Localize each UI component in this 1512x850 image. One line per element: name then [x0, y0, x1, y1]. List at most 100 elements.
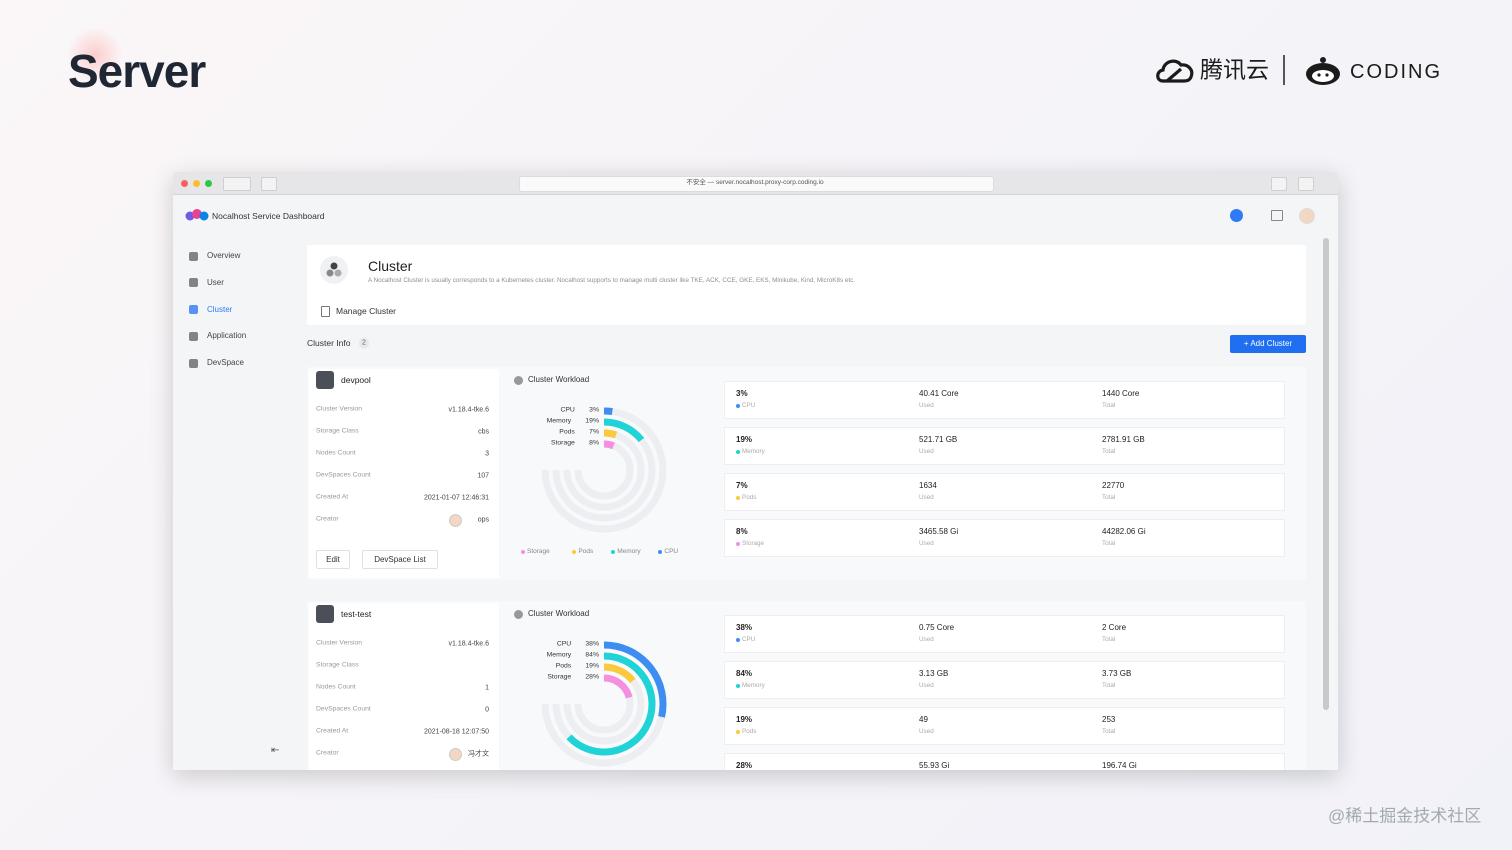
sidebar-toggle[interactable]	[261, 177, 277, 191]
stat-total: 253	[1102, 715, 1116, 724]
stat-dot	[736, 684, 740, 688]
minimize-dot[interactable]	[193, 180, 200, 187]
stat-percent: 3%	[736, 389, 748, 398]
ring-name: Pods	[559, 428, 575, 436]
stat-name: CPU	[742, 635, 756, 643]
stat-percent: 19%	[736, 435, 753, 444]
nav-buttons[interactable]	[223, 177, 251, 191]
stat-used: 0.75 Core	[919, 623, 955, 632]
cluster-button-label[interactable]: Edit	[326, 555, 340, 564]
ring-name: Storage	[547, 673, 572, 681]
nav-icon[interactable]	[189, 278, 198, 288]
collapse-sidebar[interactable]: ⇤	[271, 745, 280, 756]
ring-percent: 19%	[585, 662, 599, 670]
nav-item[interactable]: Cluster	[207, 304, 233, 314]
scrollbar[interactable]	[1323, 238, 1329, 710]
field-label: DevSpaces Count	[316, 471, 371, 479]
share-button[interactable]	[1271, 177, 1287, 191]
nav-item[interactable]: Application	[207, 331, 247, 341]
stat-total-label: Total	[1102, 401, 1116, 409]
stat-card	[724, 661, 1285, 699]
stat-dot	[736, 638, 740, 642]
stat-used-label: Used	[919, 493, 934, 501]
stat-percent: 84%	[736, 669, 753, 678]
header-card	[307, 245, 1306, 325]
cluster-name: devpool	[341, 374, 371, 385]
field-value: ops	[477, 516, 489, 524]
field-label: Nodes Count	[316, 449, 356, 457]
stat-used-label: Used	[919, 635, 934, 643]
field-value: 0	[485, 706, 489, 714]
section-title: Cluster Info	[307, 337, 351, 348]
field-label: Cluster Version	[316, 639, 363, 647]
stat-percent: 8%	[736, 527, 748, 536]
cluster-info-panel	[309, 369, 499, 578]
stat-used-label: Used	[919, 681, 934, 689]
cluster-icon	[316, 371, 334, 389]
field-label: Storage Class	[316, 661, 359, 669]
nav-item[interactable]: User	[207, 277, 224, 287]
tab-manage-cluster[interactable]: Manage Cluster	[336, 305, 397, 316]
ring-percent: 8%	[589, 439, 599, 447]
stat-total-label: Total	[1102, 447, 1116, 455]
cluster-button-label[interactable]: DevSpace List	[374, 555, 426, 564]
field-value: 3	[485, 450, 489, 458]
nav-icon[interactable]	[189, 358, 198, 368]
screen-icon[interactable]	[1271, 210, 1283, 221]
url-bar[interactable]	[519, 176, 994, 192]
stat-name: Pods	[742, 727, 757, 735]
nav-icon[interactable]	[189, 305, 198, 315]
stat-total-label: Total	[1102, 635, 1116, 643]
cluster-icon	[316, 605, 334, 623]
cluster-name: test-test	[341, 608, 372, 619]
nav-icon[interactable]	[189, 251, 198, 261]
stat-card	[724, 473, 1285, 511]
legend-dot	[611, 550, 616, 554]
stat-used-label: Used	[919, 401, 934, 409]
legend-label: CPU	[664, 547, 679, 555]
field-label: Creator	[316, 515, 339, 523]
nav-icon[interactable]	[189, 331, 198, 341]
app-logo	[185, 209, 209, 221]
url-text: 不安全 — server.nocalhost.proxy-corp.coding…	[686, 178, 824, 186]
stat-total: 3.73 GB	[1102, 669, 1132, 678]
add-cluster-button[interactable]	[1230, 335, 1306, 353]
brand-right: CODING	[1350, 61, 1442, 83]
stat-total: 1440 Core	[1102, 389, 1140, 398]
nav-item[interactable]: Overview	[207, 251, 241, 260]
legend-dot	[521, 550, 525, 554]
stat-total: 2781.91 GB	[1102, 435, 1145, 444]
add-icon[interactable]	[1230, 209, 1243, 222]
stat-name: Pods	[742, 493, 757, 501]
stat-used: 40.41 Core	[919, 389, 959, 398]
legend-dot	[658, 550, 663, 554]
field-label: Cluster Version	[316, 405, 363, 413]
cluster-button[interactable]	[316, 550, 350, 569]
ring-percent: 38%	[585, 640, 599, 648]
workload-title: Cluster Workload	[528, 375, 590, 384]
cluster-button[interactable]	[362, 550, 438, 569]
user-avatar[interactable]	[1299, 208, 1315, 224]
slide-title: Server	[68, 45, 206, 97]
creator-avatar	[449, 748, 462, 761]
field-value: 冯才文	[468, 750, 489, 758]
ring-percent: 28%	[585, 673, 599, 681]
ring-percent: 19%	[585, 417, 599, 425]
ring-percent: 3%	[589, 406, 599, 414]
nav-item[interactable]: DevSpace	[207, 358, 244, 368]
stat-percent: 38%	[736, 623, 753, 632]
field-label: Created At	[316, 727, 349, 735]
browser-window: 不安全 — server.nocalhost.proxy-corp.coding…	[173, 172, 1338, 770]
stat-card	[724, 615, 1285, 653]
tabs-button[interactable]	[1298, 177, 1314, 191]
tab-icon	[321, 306, 330, 317]
stat-total-label: Total	[1102, 681, 1116, 689]
stat-used-label: Used	[919, 539, 934, 547]
add-cluster-label[interactable]: + Add Cluster	[1243, 339, 1293, 348]
maximize-dot[interactable]	[205, 180, 212, 187]
stat-dot	[736, 496, 740, 500]
creator-avatar	[449, 514, 462, 527]
stat-used: 1634	[919, 481, 937, 490]
close-dot[interactable]	[181, 180, 188, 187]
